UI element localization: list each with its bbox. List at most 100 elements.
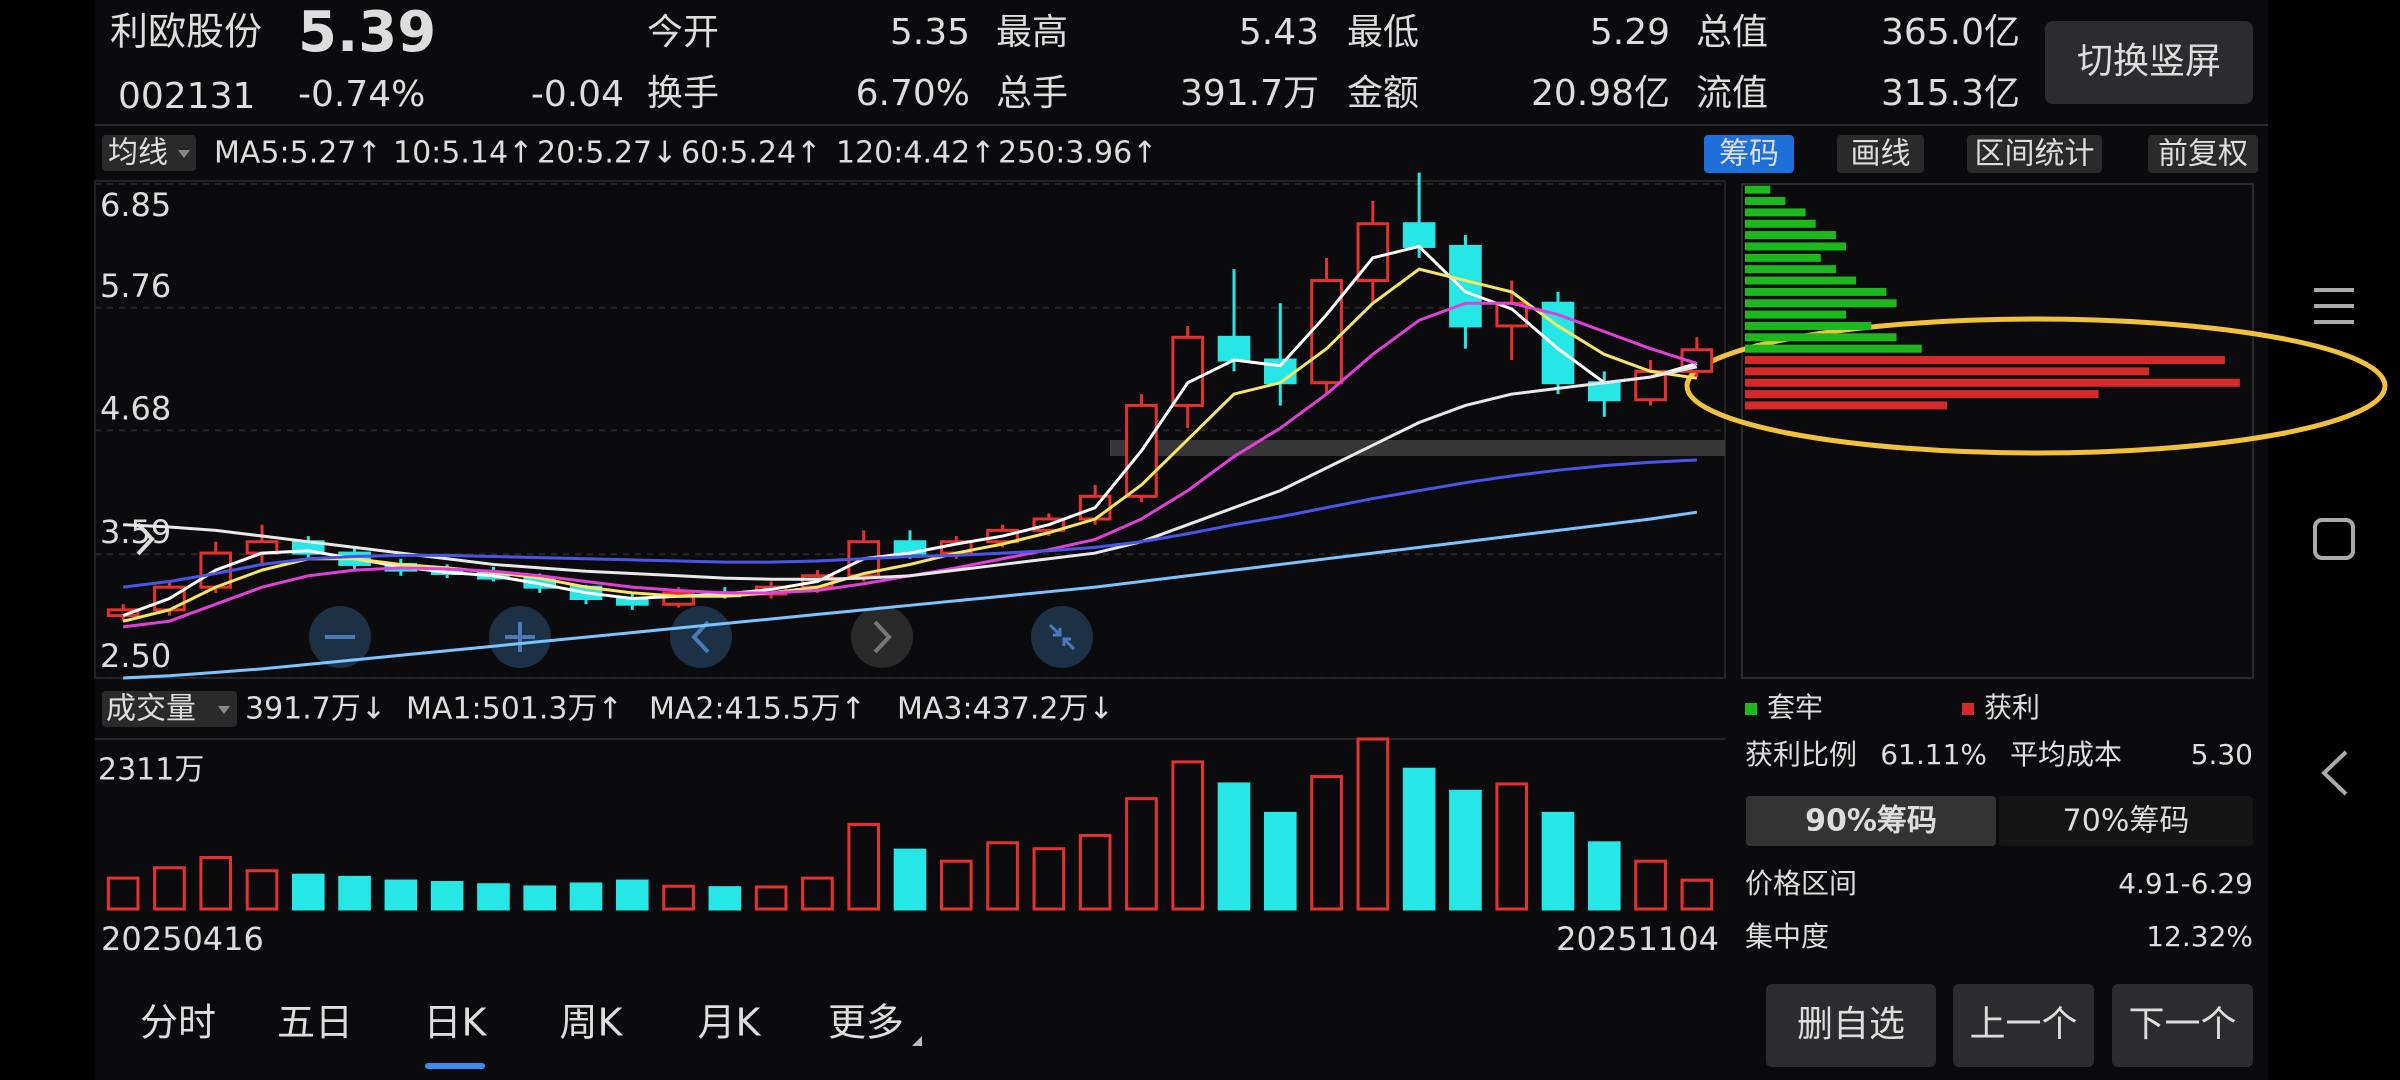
toolbar-button[interactable] [1967, 135, 2102, 173]
volume-bar [939, 859, 973, 911]
volume-bar [1634, 859, 1667, 911]
tab[interactable]: 分时 [140, 1001, 216, 1045]
stat-value: 5.43 [1239, 12, 1319, 53]
volume-bar [1263, 811, 1297, 911]
chip-bar [1745, 299, 1897, 308]
vol-legend-item: MA1:501.3万↑ [406, 692, 623, 727]
tab[interactable]: 更多 [828, 1001, 904, 1045]
toolbar-button[interactable] [2148, 135, 2258, 173]
tab[interactable]: 日K [424, 1001, 488, 1045]
legend-swatch [1745, 703, 1757, 715]
back-icon[interactable] [2321, 750, 2348, 796]
ma-legend-item: 250:3.96↑ [998, 136, 1157, 171]
volume-bar [801, 876, 834, 911]
stat-label: 换手 [647, 73, 719, 114]
x-label: 20250416 [101, 920, 264, 958]
action-label: 删自选 [1797, 1004, 1905, 1045]
volume-bar [569, 882, 603, 911]
dropdown [178, 150, 190, 158]
expand-arrow[interactable] [136, 522, 155, 556]
orientation-button[interactable] [2045, 21, 2253, 104]
x-label: 20251104 [1556, 920, 1719, 958]
chip-toggle[interactable] [1746, 796, 1996, 846]
change: -0.04 [531, 74, 624, 115]
volume-bar [523, 885, 557, 911]
volume-bar [106, 876, 140, 911]
vol-legend-item: 391.7万↓ [245, 692, 386, 727]
chip-bar [1745, 276, 1857, 285]
vol-selector[interactable] [102, 691, 237, 727]
stat-value: 20.98亿 [1531, 73, 1670, 114]
volume-bar [1680, 878, 1714, 911]
ma-selector-label: 均线 [108, 136, 168, 171]
stat-value: 4.91-6.29 [2118, 867, 2253, 900]
chip-bar [1745, 242, 1846, 251]
toolbar-button[interactable] [1837, 135, 1924, 173]
move-left[interactable] [670, 606, 732, 668]
chip-toggle[interactable] [1999, 796, 2253, 846]
shrink[interactable] [1031, 606, 1093, 668]
chip-bar [1745, 265, 1836, 274]
stat-value: 12.32% [2146, 920, 2253, 953]
volume-bar [1356, 737, 1390, 911]
y-tick-label: 2311万 [98, 753, 204, 788]
chip-bar [1745, 367, 2149, 376]
chip-bar [1745, 197, 1786, 206]
stat-value: 6.70% [856, 73, 970, 114]
tab[interactable]: 周K [560, 1001, 624, 1045]
action-button[interactable] [1953, 984, 2094, 1067]
legend-label: 获利 [1984, 691, 2040, 724]
y-tick-label: 3.59 [100, 513, 171, 551]
y-tick-label: 5.76 [100, 267, 171, 305]
ma-selector[interactable] [102, 135, 196, 171]
menu-icon[interactable] [2314, 288, 2354, 324]
dropdown [218, 706, 230, 714]
chip-toggle-label: 90%筹码 [1805, 804, 1937, 839]
candle-body [1449, 244, 1482, 328]
home-icon[interactable] [2313, 518, 2355, 560]
y-tick-label: 2.50 [100, 637, 171, 675]
stat-value: 61.11% [1880, 738, 1987, 771]
volume-bar [477, 883, 510, 911]
volume-bar [338, 875, 371, 911]
legend-label: 套牢 [1767, 691, 1823, 724]
toolbar-button[interactable] [1704, 135, 1794, 173]
chip-bar [1745, 321, 1872, 330]
ma-legend-item: 60:5.24↑ [681, 136, 821, 171]
stat-label: 价格区间 [1745, 867, 1857, 900]
action-label: 上一个 [1969, 1004, 2077, 1045]
chip-bar [1745, 253, 1821, 262]
ma-line [123, 365, 1698, 581]
chip-bar [1745, 356, 2225, 365]
chip-bar [1745, 208, 1806, 217]
volume-bar [1171, 760, 1205, 911]
chip-frame [1741, 183, 2254, 679]
action-button[interactable] [1766, 984, 1936, 1067]
action-button[interactable] [2112, 984, 2253, 1067]
volume-bar [662, 884, 695, 911]
tab[interactable]: 月K [698, 1001, 762, 1045]
ma-legend-item: MA5:5.27↑ [214, 136, 382, 171]
stat-label: 平均成本 [2010, 738, 2122, 771]
stat-label: 获利比例 [1745, 738, 1857, 771]
tab[interactable]: 五日 [277, 1001, 353, 1045]
volume-bar [245, 869, 279, 911]
candle-body [1634, 369, 1667, 402]
toolbar-label: 前复权 [2158, 137, 2248, 172]
ma-line [122, 244, 1698, 617]
y-tick-label: 6.85 [100, 186, 171, 224]
toolbar-label: 筹码 [1719, 137, 1779, 172]
volume-bar [384, 879, 418, 911]
volume-bar [893, 848, 927, 911]
nav-bar [2313, 288, 2355, 796]
chip-bar [1745, 390, 2099, 399]
move-right[interactable] [851, 606, 913, 668]
legend-swatch [1962, 703, 1974, 715]
stat-value: 391.7万 [1180, 73, 1319, 114]
volume-bar [1587, 841, 1621, 911]
stat-label: 流值 [1696, 73, 1768, 114]
volume-bar [430, 881, 464, 911]
chip-bar [1745, 219, 1816, 228]
stock-code: 002131 [118, 76, 255, 117]
